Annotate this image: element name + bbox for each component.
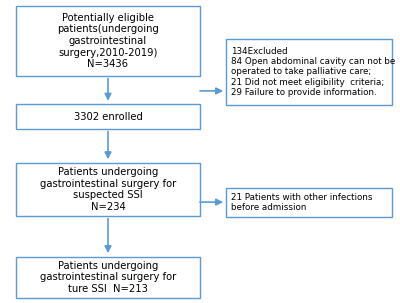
FancyBboxPatch shape bbox=[226, 39, 392, 105]
Text: 3302 enrolled: 3302 enrolled bbox=[74, 112, 142, 122]
Text: Patients undergoing
gastrointestinal surgery for
suspected SSI
N=234: Patients undergoing gastrointestinal sur… bbox=[40, 167, 176, 212]
Text: 21 Patients with other infections
before admission: 21 Patients with other infections before… bbox=[231, 192, 372, 212]
Text: Patients undergoing
gastrointestinal surgery for
ture SSI  N=213: Patients undergoing gastrointestinal sur… bbox=[40, 261, 176, 294]
FancyBboxPatch shape bbox=[16, 163, 200, 216]
FancyBboxPatch shape bbox=[226, 188, 392, 217]
Text: 134Excluded
84 Open abdominal cavity can not be
operated to take palliative care: 134Excluded 84 Open abdominal cavity can… bbox=[231, 47, 395, 97]
FancyBboxPatch shape bbox=[16, 104, 200, 129]
FancyBboxPatch shape bbox=[16, 6, 200, 76]
FancyBboxPatch shape bbox=[16, 257, 200, 298]
Text: Potentially eligible
patients(undergoing
gastrointestinal
surgery,2010-2019)
N=3: Potentially eligible patients(undergoing… bbox=[57, 13, 159, 69]
